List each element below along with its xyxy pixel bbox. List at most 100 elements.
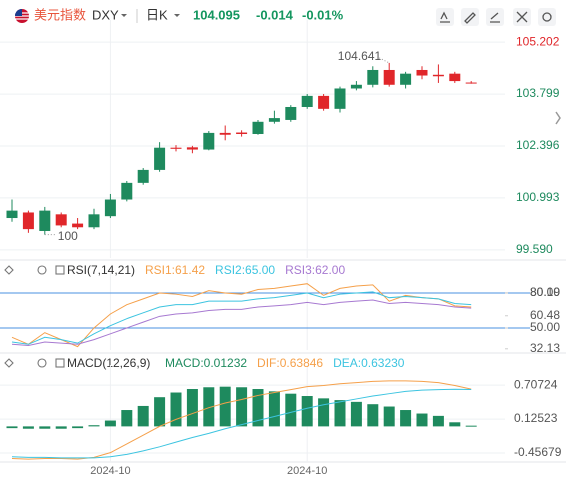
candle-body bbox=[22, 212, 34, 230]
macd-bar bbox=[55, 426, 67, 429]
macd-bar bbox=[301, 396, 313, 427]
candle-body bbox=[268, 118, 280, 122]
candle-body bbox=[400, 73, 412, 85]
macd-bar bbox=[334, 400, 346, 427]
macd-title: MACD(12,26,9) bbox=[67, 356, 150, 370]
candle-body bbox=[236, 132, 248, 135]
series-line bbox=[11, 283, 472, 348]
instrument-name[interactable]: 美元指数 bbox=[34, 7, 86, 22]
candle-body bbox=[170, 147, 182, 149]
macd-bar bbox=[121, 410, 133, 427]
legend-entry: DEA:0.63230 bbox=[333, 356, 405, 370]
candle-body bbox=[6, 210, 18, 219]
y-tick-label: 0.70724 bbox=[514, 377, 558, 391]
macd-bar bbox=[432, 415, 444, 427]
candle-body bbox=[350, 84, 362, 89]
macd-bar bbox=[383, 406, 395, 427]
macd-bar bbox=[416, 413, 428, 427]
candle-body bbox=[186, 147, 198, 150]
candle-body bbox=[88, 214, 100, 228]
macd-bar bbox=[22, 426, 34, 429]
macd-bar bbox=[318, 398, 330, 427]
rsi-title: RSI(7,14,21) bbox=[67, 263, 135, 277]
candle-body bbox=[252, 121, 264, 135]
macd-bar bbox=[236, 387, 248, 427]
candle-body bbox=[465, 82, 477, 84]
y-tick-label: 103.799 bbox=[516, 86, 560, 100]
y-tick-label: 99.590 bbox=[516, 242, 553, 256]
legend-entry: RSI1:61.42 bbox=[145, 263, 205, 277]
macd-bar bbox=[252, 389, 264, 427]
y-tick-label: 32.13 bbox=[530, 341, 560, 355]
candle-body bbox=[432, 74, 444, 77]
candle-body bbox=[39, 210, 51, 231]
change-percent: -0.01% bbox=[302, 7, 344, 22]
series-line bbox=[11, 299, 472, 346]
y-tick-label: 105.202 bbox=[516, 34, 560, 48]
macd-bar bbox=[219, 386, 231, 427]
macd-bar bbox=[449, 422, 461, 427]
legend-entry: RSI3:62.00 bbox=[285, 263, 345, 277]
candle-body bbox=[449, 73, 461, 82]
y-tick-label: 100.993 bbox=[516, 190, 560, 204]
legend-entry: RSI2:65.00 bbox=[215, 263, 275, 277]
y-tick-label: 60.48 bbox=[530, 308, 560, 322]
y-tick-label: 50.00 bbox=[530, 320, 560, 334]
flag-icon bbox=[15, 9, 29, 23]
macd-bar bbox=[72, 426, 84, 429]
legend-entry: MACD:0.01232 bbox=[165, 356, 247, 370]
macd-bar bbox=[104, 420, 116, 427]
candle-body bbox=[416, 69, 428, 76]
candle-body bbox=[334, 88, 346, 109]
legend-entry: DIF:0.63846 bbox=[257, 356, 323, 370]
candle-body bbox=[104, 199, 116, 217]
candle-body bbox=[203, 132, 215, 150]
series-line bbox=[11, 388, 472, 459]
x-tick-label: 2024-10 bbox=[287, 465, 327, 477]
y-tick-label: 0.12523 bbox=[514, 411, 558, 425]
x-tick-label: 2024-10 bbox=[90, 465, 130, 477]
y-tick-label: 102.396 bbox=[516, 138, 560, 152]
collapse-arrow[interactable] bbox=[555, 111, 561, 125]
high-annotation: 104.641 bbox=[338, 49, 382, 63]
macd-bar bbox=[39, 426, 51, 429]
macd-bar bbox=[285, 393, 297, 427]
y-tick-label: 80.19 bbox=[530, 285, 560, 299]
low-annotation: 100 bbox=[58, 229, 78, 243]
macd-bar bbox=[154, 397, 166, 427]
annotation-leader bbox=[378, 57, 390, 64]
candle-body bbox=[301, 95, 313, 107]
macd-bar bbox=[465, 425, 477, 427]
macd-bar bbox=[6, 426, 18, 429]
candle-body bbox=[383, 69, 395, 85]
price: 104.095 bbox=[193, 7, 240, 22]
panel-icons[interactable] bbox=[4, 265, 65, 368]
candle-body bbox=[55, 214, 67, 226]
candle-body bbox=[285, 106, 297, 120]
dropdown-icon[interactable] bbox=[174, 14, 180, 17]
candle-body bbox=[318, 95, 330, 109]
macd-bar bbox=[137, 405, 149, 427]
series-line bbox=[11, 291, 472, 345]
macd-bar bbox=[88, 425, 100, 427]
candle-body bbox=[367, 69, 379, 85]
macd-bar bbox=[268, 391, 280, 427]
candle-body bbox=[121, 182, 133, 200]
macd-bar bbox=[400, 410, 412, 427]
candle-body bbox=[219, 132, 231, 135]
dropdown-icon[interactable] bbox=[121, 14, 127, 17]
change: -0.014 bbox=[256, 7, 294, 22]
symbol[interactable]: DXY bbox=[92, 7, 119, 22]
macd-bar bbox=[186, 389, 198, 427]
macd-bar bbox=[367, 404, 379, 427]
candle-body bbox=[154, 147, 166, 170]
y-tick-label: 80.00 bbox=[530, 285, 560, 299]
macd-bar bbox=[350, 401, 362, 427]
candle-body bbox=[137, 169, 149, 183]
toolbar[interactable] bbox=[436, 8, 556, 26]
period[interactable]: 日K bbox=[146, 7, 168, 22]
macd-bar bbox=[203, 387, 215, 427]
y-tick-label: -0.45679 bbox=[514, 445, 562, 459]
